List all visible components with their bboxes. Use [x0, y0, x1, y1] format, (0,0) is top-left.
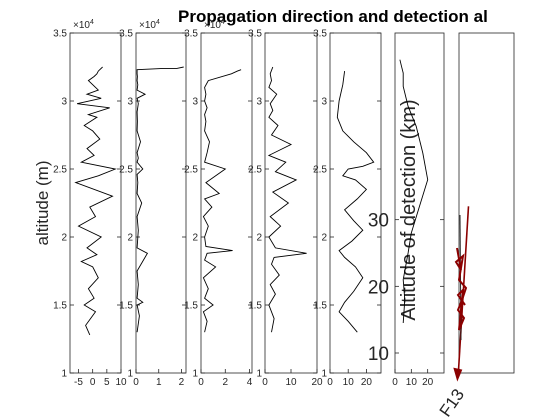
x-tick-label: 10 — [285, 377, 297, 388]
panel-p3: 1 1.5 2 2.5 3 3.5 0 2 4 ×104 — [184, 19, 253, 388]
y-tick-label: 2.5 — [313, 165, 327, 176]
series-line-p4 — [267, 66, 307, 333]
y-tick-label: 2.5 — [248, 165, 262, 176]
axis-exponent: ×104 — [204, 19, 225, 31]
x-tick-label: 4 — [247, 377, 253, 388]
panel-p6: 10 20 30 0 10 20 Altitude of detection (km) — [368, 32, 445, 388]
y-tick-label: 3 — [256, 97, 262, 108]
figure-title: Propagation direction and detection al — [178, 7, 488, 26]
series-line-p3 — [202, 69, 242, 333]
axes-frame-p2 — [135, 32, 187, 374]
propagation-arrow-head — [453, 367, 463, 382]
panel-p1: 1 1.5 2 2.5 3 3.5 -5 0 5 10 ×104 altitude (m) — [33, 19, 127, 388]
x-tick-label: 0 — [198, 377, 204, 388]
panel-p2: 11.522.533.50 1 2×104 — [119, 19, 187, 388]
x-tick-label: 1 — [156, 377, 162, 388]
x-tick-label: 20 — [361, 377, 373, 388]
axis-exponent: ×104 — [73, 19, 94, 31]
y-tick-label: 1.5 — [248, 301, 262, 312]
propagation-panel: F13 — [436, 32, 515, 420]
y-tick-label: 3.5 — [119, 29, 133, 40]
axes-frame-p5 — [329, 32, 382, 374]
propagation-panel-frame — [458, 32, 515, 374]
x-tick-label: 20 — [422, 377, 434, 388]
y-tick-label: 3 — [192, 97, 198, 108]
y-tick-label: 1.5 — [119, 301, 133, 312]
y-tick-label: 3.5 — [184, 29, 198, 40]
y-tick-label: 1 — [192, 369, 198, 380]
panel-p4: 1 1.5 2 2.5 3 3.5 0 10 20 — [248, 29, 323, 389]
y-tick-label: 30 — [368, 211, 389, 232]
x-tick-label: 2 — [179, 377, 185, 388]
y-tick-label: 2 — [256, 233, 262, 244]
y-tick-label: 2 — [321, 233, 327, 244]
x-tick-label: 2 — [223, 377, 229, 388]
series-line-p5 — [336, 71, 375, 333]
y-tick-label: 3 — [61, 97, 67, 108]
y-tick-label: 2 — [192, 233, 198, 244]
axes-frame-p4 — [264, 32, 318, 374]
y-tick-label: 2 — [61, 233, 67, 244]
station-label: F13 — [436, 385, 468, 420]
x-tick-label: 0 — [90, 377, 96, 388]
y-tick-label: 1.5 — [184, 301, 198, 312]
x-tick-label: 20 — [311, 377, 323, 388]
y-tick-label: 10 — [368, 344, 389, 365]
y-tick-label: 1 — [256, 369, 262, 380]
x-tick-label: 0 — [262, 377, 268, 388]
x-tick-label: 0 — [133, 377, 139, 388]
y-axis-label: altitude (m) — [33, 160, 52, 245]
propagation-detections — [454, 247, 468, 331]
y-tick-label: 1.5 — [53, 301, 67, 312]
y-tick-label: 1.5 — [313, 301, 327, 312]
y-tick-label: 2.5 — [119, 165, 133, 176]
x-tick-label: 10 — [115, 377, 127, 388]
axes-frame-p1 — [69, 32, 122, 374]
y-tick-label: 3.5 — [53, 29, 67, 40]
series-line-p6 — [399, 59, 429, 324]
y-tick-label: 3.5 — [248, 29, 262, 40]
series-line-p2 — [136, 66, 184, 333]
x-tick-label: 0 — [392, 377, 398, 388]
y-tick-label: 1 — [61, 369, 67, 380]
y-tick-label: 3 — [127, 97, 133, 108]
x-tick-label: 10 — [406, 377, 418, 388]
panel-p5: 1 1.5 2 2.5 3 3.5 0 10 20 — [313, 29, 382, 388]
y-tick-label: 2 — [127, 233, 133, 244]
axes-frame-p3 — [200, 32, 253, 374]
axes-frame-p6 — [394, 32, 445, 374]
y-tick-label: 1 — [321, 369, 327, 380]
y-tick-label: 3 — [321, 97, 327, 108]
x-tick-label: 5 — [104, 377, 110, 388]
series-line-p1 — [74, 66, 117, 336]
y-tick-label: 2.5 — [53, 165, 67, 176]
y-axis-label: Altitude of detection (km) — [398, 99, 420, 320]
axis-exponent: ×104 — [139, 19, 160, 31]
x-tick-label: -5 — [74, 377, 83, 388]
x-tick-label: 10 — [343, 377, 355, 388]
y-tick-label: 20 — [368, 277, 389, 298]
y-tick-label: 1 — [127, 369, 133, 380]
x-tick-label: 0 — [327, 377, 333, 388]
y-tick-label: 2.5 — [184, 165, 198, 176]
y-tick-label: 3.5 — [313, 29, 327, 40]
